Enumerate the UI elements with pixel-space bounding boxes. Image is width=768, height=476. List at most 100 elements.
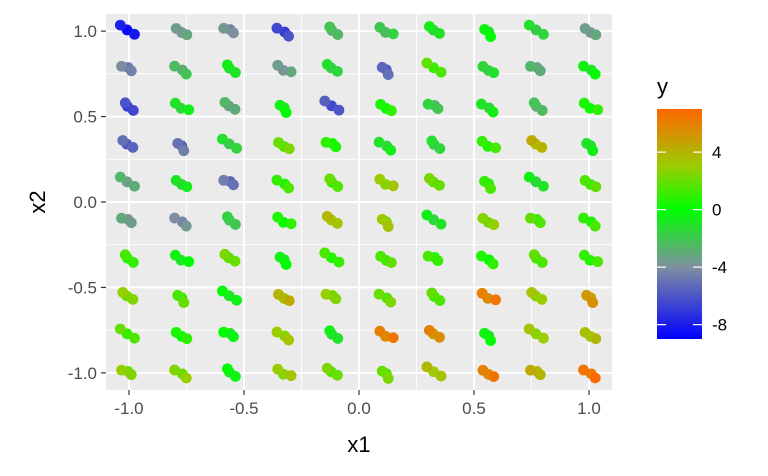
- data-point: [127, 256, 139, 268]
- data-point: [382, 221, 394, 232]
- data-point: [180, 68, 192, 80]
- data-point: [479, 175, 490, 187]
- data-point: [432, 255, 444, 267]
- data-point: [523, 19, 535, 31]
- data-point: [114, 19, 126, 31]
- data-point: [218, 174, 230, 186]
- data-point: [578, 249, 590, 261]
- data-point: [321, 59, 333, 70]
- data-point: [217, 285, 228, 297]
- data-point: [488, 219, 500, 231]
- data-point: [426, 287, 438, 299]
- data-point: [373, 136, 385, 148]
- data-point: [485, 183, 497, 194]
- data-point: [125, 369, 137, 381]
- data-point: [230, 219, 241, 230]
- data-point: [581, 289, 593, 301]
- data-point: [476, 135, 488, 147]
- data-point: [589, 220, 601, 232]
- data-point: [479, 327, 490, 339]
- data-point: [435, 66, 447, 78]
- x-axis-ticks: -1.0 -0.5 0.0 0.5 1.0: [114, 390, 601, 418]
- data-point: [228, 179, 239, 191]
- data-point: [578, 60, 589, 72]
- y-tick-label: 1.0: [73, 22, 97, 41]
- data-point: [528, 249, 540, 261]
- data-point: [534, 217, 546, 229]
- data-point: [321, 362, 333, 374]
- data-point: [169, 97, 181, 109]
- data-point: [172, 137, 184, 149]
- data-point: [273, 289, 284, 300]
- data-point: [526, 135, 538, 146]
- data-point: [589, 372, 601, 384]
- data-point: [280, 259, 292, 270]
- data-point: [578, 97, 590, 109]
- data-point: [228, 331, 239, 343]
- data-point: [125, 65, 137, 77]
- data-point: [373, 288, 385, 300]
- data-point: [331, 369, 343, 381]
- data-point: [230, 370, 241, 382]
- data-point: [374, 173, 386, 185]
- data-point: [385, 296, 397, 308]
- data-point: [272, 59, 284, 71]
- data-point: [271, 326, 283, 338]
- data-point: [382, 69, 394, 80]
- data-point: [230, 67, 241, 78]
- data-point: [116, 364, 127, 376]
- data-point: [536, 293, 548, 305]
- x-axis-title: x1: [347, 432, 370, 457]
- data-point: [534, 369, 546, 381]
- data-point: [487, 258, 499, 270]
- data-point: [116, 60, 127, 72]
- data-point: [375, 98, 387, 110]
- data-point: [375, 250, 387, 262]
- data-point: [387, 28, 399, 40]
- data-point: [434, 28, 445, 39]
- data-point: [169, 364, 180, 376]
- color-legend: y 4 0 -4 -8: [657, 74, 727, 339]
- data-point: [476, 250, 487, 262]
- data-point: [285, 66, 297, 78]
- data-point: [117, 135, 129, 146]
- data-point: [283, 295, 295, 307]
- data-point: [221, 363, 233, 375]
- data-point: [114, 323, 126, 335]
- data-point: [178, 145, 190, 157]
- data-point: [590, 333, 602, 345]
- y-tick-label: 0.5: [73, 108, 97, 127]
- data-point: [525, 60, 536, 72]
- data-point: [170, 175, 182, 186]
- data-point: [229, 255, 241, 267]
- data-point: [285, 370, 297, 382]
- data-point: [333, 104, 345, 116]
- data-point: [525, 212, 536, 224]
- data-point: [332, 29, 344, 40]
- data-point: [332, 181, 344, 192]
- legend-ticks: 4 0 -4 -8: [657, 143, 727, 335]
- data-point: [181, 181, 193, 193]
- data-point: [579, 326, 591, 338]
- data-point: [125, 217, 137, 229]
- data-point: [488, 67, 500, 79]
- data-point: [490, 294, 501, 306]
- data-point: [434, 179, 445, 191]
- data-point: [180, 220, 192, 232]
- data-point: [231, 294, 242, 306]
- data-point: [526, 287, 538, 298]
- data-point: [321, 210, 333, 222]
- data-point: [119, 97, 131, 109]
- data-point: [528, 97, 540, 109]
- data-point: [490, 142, 501, 154]
- y-axis-ticks: -1.0 -0.5 0.0 0.5 1.0: [68, 22, 106, 383]
- data-point: [324, 21, 336, 33]
- data-point: [538, 332, 549, 344]
- data-point: [536, 105, 548, 116]
- y-tick-label: -0.5: [68, 278, 97, 297]
- data-point: [578, 212, 589, 224]
- data-point: [434, 331, 445, 343]
- data-point: [117, 287, 129, 298]
- data-point: [538, 180, 549, 192]
- data-point: [382, 373, 394, 384]
